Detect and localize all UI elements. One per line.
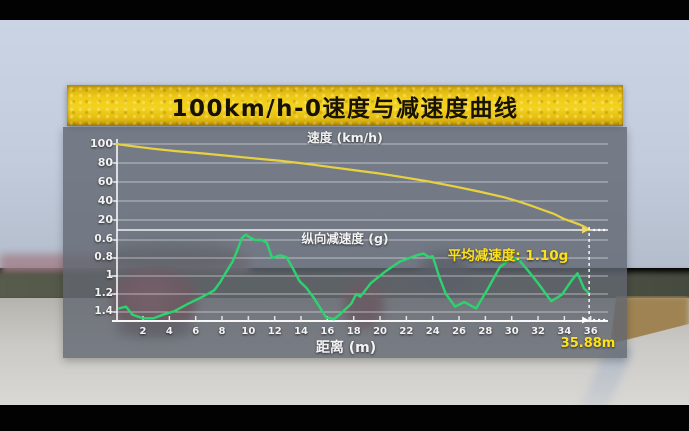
decel-tick-label: 0.8 xyxy=(94,251,113,263)
x-tick-label: 6 xyxy=(192,326,200,337)
decel-tick-label: 0.6 xyxy=(94,233,113,245)
x-tick-label: 28 xyxy=(478,326,493,337)
decel-tick-label: 1 xyxy=(105,269,113,281)
letterbox-bottom xyxy=(0,405,689,431)
x-tick-label: 24 xyxy=(425,326,440,337)
speed-tick-label: 60 xyxy=(97,175,113,188)
speed-axis-title: 速度 (km/h) xyxy=(307,130,383,145)
x-tick-label: 26 xyxy=(452,326,466,337)
x-tick-label: 16 xyxy=(320,326,335,337)
x-tick-label: 8 xyxy=(218,326,226,337)
decel-tick-label: 1.2 xyxy=(94,287,113,299)
x-tick-label: 22 xyxy=(399,326,414,337)
x-tick-label: 18 xyxy=(346,326,361,337)
decel-tick-label: 1.4 xyxy=(94,305,113,317)
letterbox-top xyxy=(0,0,689,20)
avg-decel-annotation: 平均减速度: 1.10g xyxy=(447,248,569,264)
speed-tick-label: 100 xyxy=(90,137,113,150)
x-tick-label: 34 xyxy=(557,326,572,337)
x-tick-label: 4 xyxy=(165,326,173,337)
x-tick-label: 10 xyxy=(241,326,256,337)
speed-tick-label: 20 xyxy=(97,213,113,226)
title-text: 100km/h-0速度与减速度曲线 xyxy=(171,95,519,122)
x-tick-label: 30 xyxy=(504,326,519,337)
x-tick-label: 32 xyxy=(531,326,545,337)
speed-tick-label: 40 xyxy=(97,194,113,207)
x-tick-label: 20 xyxy=(373,326,387,337)
x-tick-label: 36 xyxy=(583,326,598,337)
decel-axis-title: 纵向减速度 (g) xyxy=(301,231,389,246)
speed-tick-label: 80 xyxy=(97,156,113,169)
x-tick-label: 14 xyxy=(294,326,308,337)
x-tick-label: 12 xyxy=(267,326,282,337)
x-tick-label: 2 xyxy=(139,326,147,337)
stop-distance-label: 35.88m xyxy=(560,336,616,351)
x-axis-title: 距离 (m) xyxy=(315,340,377,356)
title-banner: 100km/h-0速度与减速度曲线 xyxy=(67,85,623,126)
